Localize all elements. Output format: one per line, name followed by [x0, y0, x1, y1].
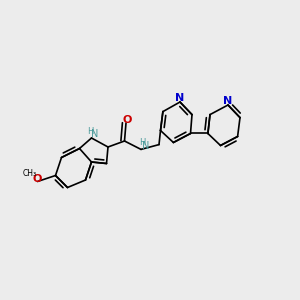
Text: H: H [87, 127, 93, 136]
Text: N: N [176, 93, 184, 103]
Text: H: H [139, 138, 145, 147]
Text: N: N [142, 141, 150, 152]
Text: CH₃: CH₃ [23, 169, 37, 178]
Text: O: O [32, 174, 42, 184]
Text: N: N [91, 129, 98, 140]
Text: O: O [123, 115, 132, 125]
Text: N: N [224, 96, 232, 106]
